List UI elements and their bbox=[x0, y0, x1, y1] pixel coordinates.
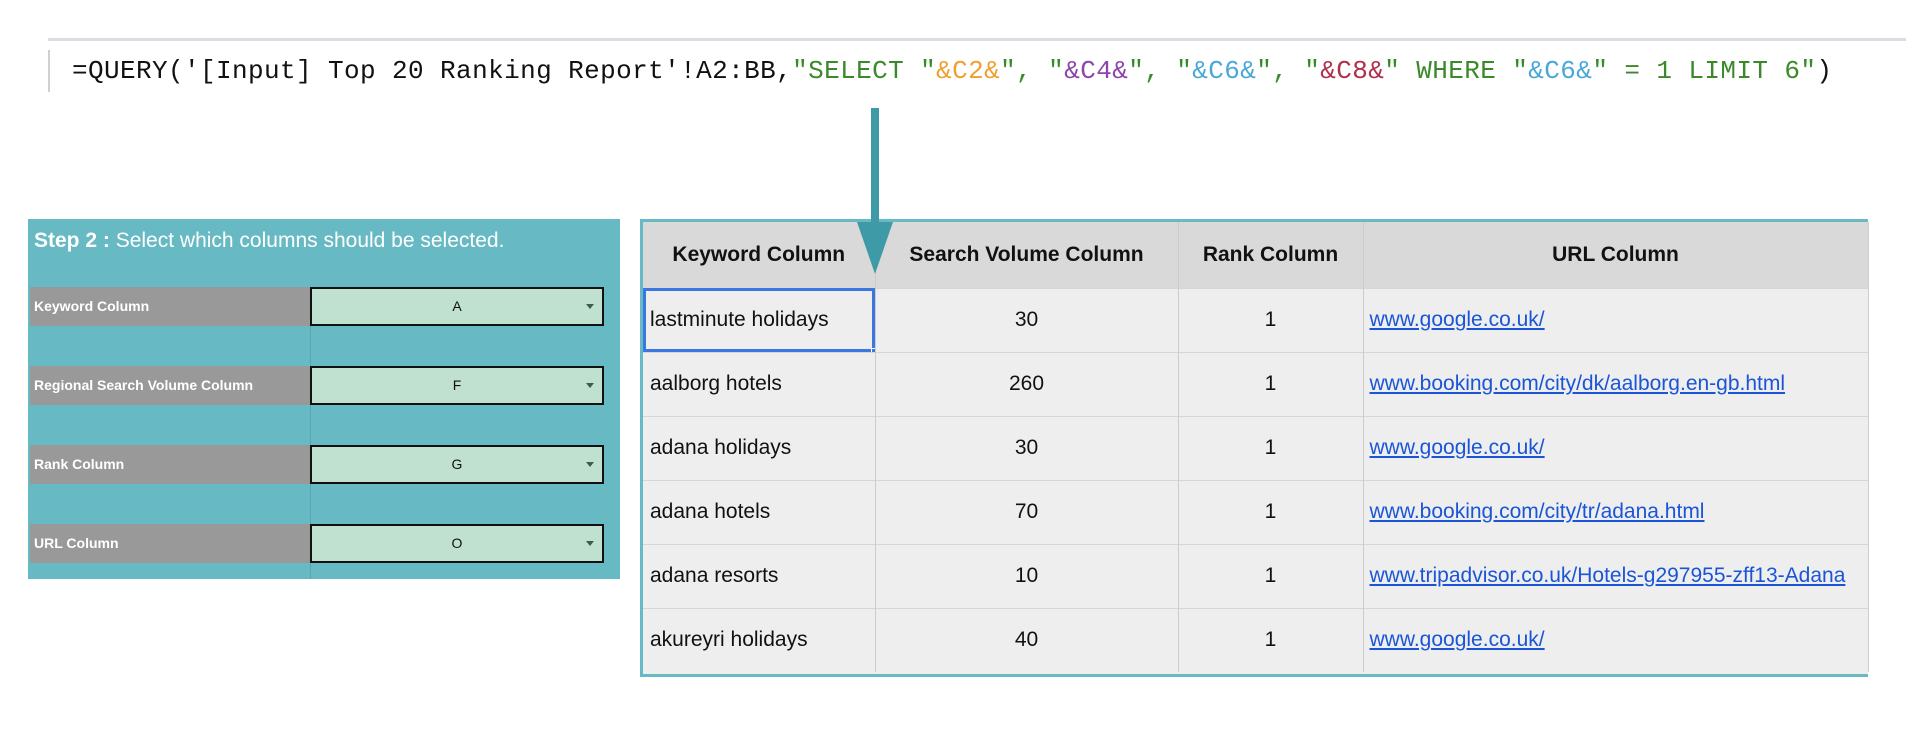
formula-string: " WHERE " bbox=[1384, 56, 1529, 86]
formula-string: "SELECT " bbox=[792, 56, 937, 86]
table-row: adana resorts 10 1 www.tripadvisor.co.uk/Ho… bbox=[643, 543, 1869, 608]
rank-cell[interactable]: 1 bbox=[1178, 543, 1364, 608]
formula-ref-c4: &C4& bbox=[1064, 56, 1129, 86]
arrow-head-icon bbox=[857, 222, 893, 274]
table-row: adana hotels 70 1 www.booking.com/city/tr/a… bbox=[643, 479, 1869, 544]
keyword-cell[interactable]: lastminute holidays bbox=[643, 287, 876, 352]
table-row: lastminute holidays 30 1 www.google.co.uk/ bbox=[643, 287, 1869, 352]
formula-prefix: =QUERY('[Input] Top 20 Ranking Report'!A… bbox=[72, 56, 793, 86]
result-table: Keyword Column Search Volume Column Rank… bbox=[640, 219, 1869, 677]
panel-title: Step 2 : Select which columns should be … bbox=[34, 229, 505, 252]
table-row: aalborg hotels 260 1 www.booking.com/city/d… bbox=[643, 351, 1869, 416]
formula-ref-c2: &C2& bbox=[936, 56, 1001, 86]
url-link[interactable]: www.google.co.uk/ bbox=[1369, 628, 1545, 652]
config-row: Rank Column G bbox=[30, 445, 604, 484]
url-cell[interactable]: www.google.co.uk/ bbox=[1363, 287, 1869, 352]
column-dropdown[interactable]: A bbox=[310, 287, 604, 326]
url-link[interactable]: www.booking.com/city/tr/adana.html bbox=[1369, 500, 1705, 523]
keyword-cell[interactable]: adana holidays bbox=[643, 415, 876, 480]
url-link[interactable]: www.tripadvisor.co.uk/Hotels-g297955-zff… bbox=[1369, 564, 1846, 587]
formula-suffix: ) bbox=[1816, 56, 1833, 86]
search-volume-cell[interactable]: 260 bbox=[875, 351, 1179, 416]
formula-string: ", " bbox=[1256, 56, 1321, 86]
arrow-icon bbox=[871, 108, 879, 238]
column-dropdown[interactable]: F bbox=[310, 366, 604, 405]
search-volume-cell[interactable]: 10 bbox=[875, 543, 1179, 608]
formula-bar[interactable]: =QUERY('[Input] Top 20 Ranking Report'!A… bbox=[48, 50, 1832, 92]
config-row: Keyword Column A bbox=[30, 287, 604, 326]
divider bbox=[310, 287, 311, 579]
keyword-cell[interactable]: adana hotels bbox=[643, 479, 876, 544]
rank-cell[interactable]: 1 bbox=[1178, 351, 1364, 416]
keyword-cell[interactable]: adana resorts bbox=[643, 543, 876, 608]
url-cell[interactable]: www.booking.com/city/dk/aalborg.en-gb.ht… bbox=[1363, 351, 1869, 416]
fill-handle[interactable] bbox=[870, 347, 874, 352]
top-divider bbox=[48, 38, 1906, 41]
keyword-cell[interactable]: akureyri holidays bbox=[643, 607, 876, 672]
formula-ref-c6: &C6& bbox=[1192, 56, 1257, 86]
formula-string: " = 1 LIMIT 6" bbox=[1592, 56, 1817, 86]
url-cell[interactable]: www.google.co.uk/ bbox=[1363, 415, 1869, 480]
search-volume-cell[interactable]: 40 bbox=[875, 607, 1179, 672]
formula-ref-c6: &C6& bbox=[1528, 56, 1593, 86]
dropdown-caret-icon bbox=[586, 383, 594, 388]
url-cell[interactable]: www.tripadvisor.co.uk/Hotels-g297955-zff… bbox=[1363, 543, 1869, 608]
dropdown-caret-icon bbox=[586, 304, 594, 309]
column-dropdown[interactable]: O bbox=[310, 524, 604, 563]
search-volume-cell[interactable]: 30 bbox=[875, 415, 1179, 480]
rank-cell[interactable]: 1 bbox=[1178, 287, 1364, 352]
formula-string: ", " bbox=[1000, 56, 1065, 86]
url-link[interactable]: www.booking.com/city/dk/aalborg.en-gb.ht… bbox=[1369, 372, 1786, 395]
step-panel: Step 2 : Select which columns should be … bbox=[28, 219, 620, 579]
config-row: Regional Search Volume Column F bbox=[30, 366, 604, 405]
header-url[interactable]: URL Column bbox=[1363, 222, 1869, 288]
rank-cell[interactable]: 1 bbox=[1178, 479, 1364, 544]
formula-ref-c8: &C8& bbox=[1320, 56, 1385, 86]
config-row: URL Column O bbox=[30, 524, 604, 563]
search-volume-cell[interactable]: 30 bbox=[875, 287, 1179, 352]
header-rank[interactable]: Rank Column bbox=[1178, 222, 1364, 288]
dropdown-caret-icon bbox=[586, 462, 594, 467]
row-label: Regional Search Volume Column bbox=[30, 366, 310, 405]
formula-string: ", " bbox=[1128, 56, 1193, 86]
keyword-cell[interactable]: aalborg hotels bbox=[643, 351, 876, 416]
url-cell[interactable]: www.google.co.uk/ bbox=[1363, 607, 1869, 672]
table-row: adana holidays 30 1 www.google.co.uk/ bbox=[643, 415, 1869, 480]
search-volume-cell[interactable]: 70 bbox=[875, 479, 1179, 544]
row-label: Keyword Column bbox=[30, 287, 310, 326]
row-label: Rank Column bbox=[30, 445, 310, 484]
url-cell[interactable]: www.booking.com/city/tr/adana.html bbox=[1363, 479, 1869, 544]
header-search-volume[interactable]: Search Volume Column bbox=[875, 222, 1179, 288]
row-label: URL Column bbox=[30, 524, 310, 563]
rank-cell[interactable]: 1 bbox=[1178, 607, 1364, 672]
header-keyword[interactable]: Keyword Column bbox=[643, 222, 876, 288]
dropdown-caret-icon bbox=[586, 541, 594, 546]
column-dropdown[interactable]: G bbox=[310, 445, 604, 484]
url-link[interactable]: www.google.co.uk/ bbox=[1369, 436, 1545, 459]
table-row: akureyri holidays 40 1 www.google.co.uk/ bbox=[643, 607, 1869, 672]
url-link[interactable]: www.google.co.uk/ bbox=[1369, 308, 1545, 331]
rank-cell[interactable]: 1 bbox=[1178, 415, 1364, 480]
